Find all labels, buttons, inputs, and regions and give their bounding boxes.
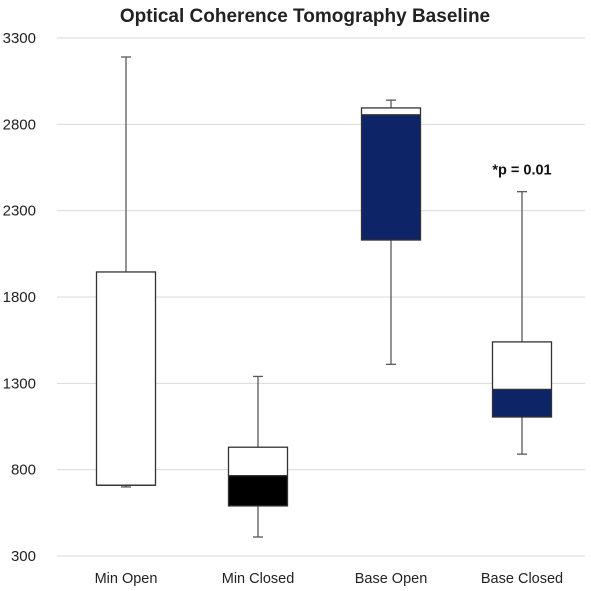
x-category-label: Min Open — [95, 571, 158, 587]
x-axis-categories: Min Open Min Closed Base Open Base Closed — [95, 571, 564, 587]
box-outline — [227, 446, 289, 507]
upper-box — [96, 271, 156, 486]
x-category-label: Base Closed — [481, 571, 563, 587]
y-tick-label: 1800 — [3, 289, 36, 306]
y-tick-label: 2800 — [3, 116, 36, 133]
lower-box — [228, 475, 288, 506]
annotations: *p = 0.01 — [492, 162, 551, 178]
p-value-annotation: *p = 0.01 — [492, 162, 551, 178]
y-tick-label: 3300 — [3, 30, 36, 47]
y-tick-label: 800 — [11, 462, 36, 479]
x-category-label: Base Open — [355, 571, 428, 587]
lower-box — [361, 114, 421, 241]
upper-box — [228, 447, 288, 476]
box-base-closed — [491, 191, 553, 455]
box-min-closed — [227, 375, 289, 538]
upper-box — [361, 107, 421, 115]
box-outline — [360, 107, 422, 241]
y-tick-label: 1300 — [3, 375, 36, 392]
box-min-open — [95, 56, 157, 488]
box-outline — [491, 341, 553, 418]
y-tick-label: 2300 — [3, 203, 36, 220]
y-tick-label: 300 — [11, 548, 36, 565]
y-axis-ticks: 300 800 1300 1800 2300 2800 3300 — [3, 30, 36, 565]
upper-box — [492, 341, 552, 390]
box-series — [95, 56, 553, 538]
box-base-open — [360, 99, 422, 365]
chart-title: Optical Coherence Tomography Baseline — [120, 6, 490, 27]
x-category-label: Min Closed — [222, 571, 295, 587]
lower-box — [492, 389, 552, 418]
